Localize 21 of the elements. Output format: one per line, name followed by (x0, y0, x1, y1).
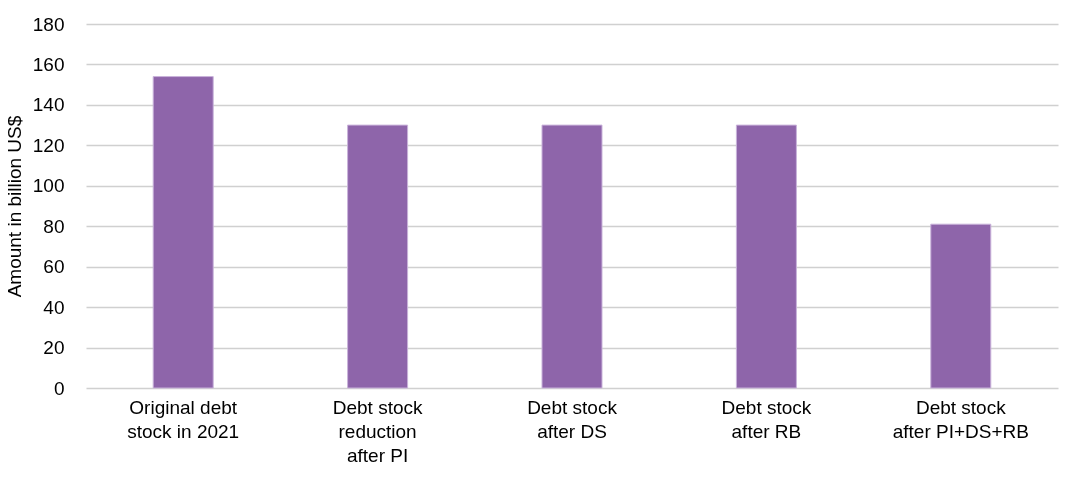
bar (347, 124, 409, 389)
x-tick-label: Original debt stock in 2021 (127, 396, 240, 442)
y-tick-label: 160 (32, 53, 65, 75)
bar (930, 223, 992, 389)
y-tick-label: 80 (43, 215, 65, 237)
y-tick-label: 0 (53, 377, 65, 399)
y-axis-title: Amount in billion US$ (3, 115, 25, 298)
bar (541, 124, 603, 389)
x-tick-label: Debt stock after RB (721, 396, 812, 442)
x-tick-label: Debt stock reduction after PI (332, 396, 423, 466)
bar (152, 76, 214, 389)
y-tick-label: 20 (43, 337, 65, 359)
bar (735, 124, 797, 389)
x-tick-label: Debt stock after PI+DS+RB (892, 396, 1029, 442)
y-tick-label: 40 (43, 296, 65, 318)
y-tick-label: 120 (32, 134, 65, 156)
y-tick-label: 60 (43, 256, 65, 278)
y-tick-label: 100 (32, 175, 65, 197)
y-tick-label: 180 (32, 13, 65, 35)
y-tick-label: 140 (32, 94, 65, 116)
x-tick-label: Debt stock after DS (527, 396, 618, 442)
